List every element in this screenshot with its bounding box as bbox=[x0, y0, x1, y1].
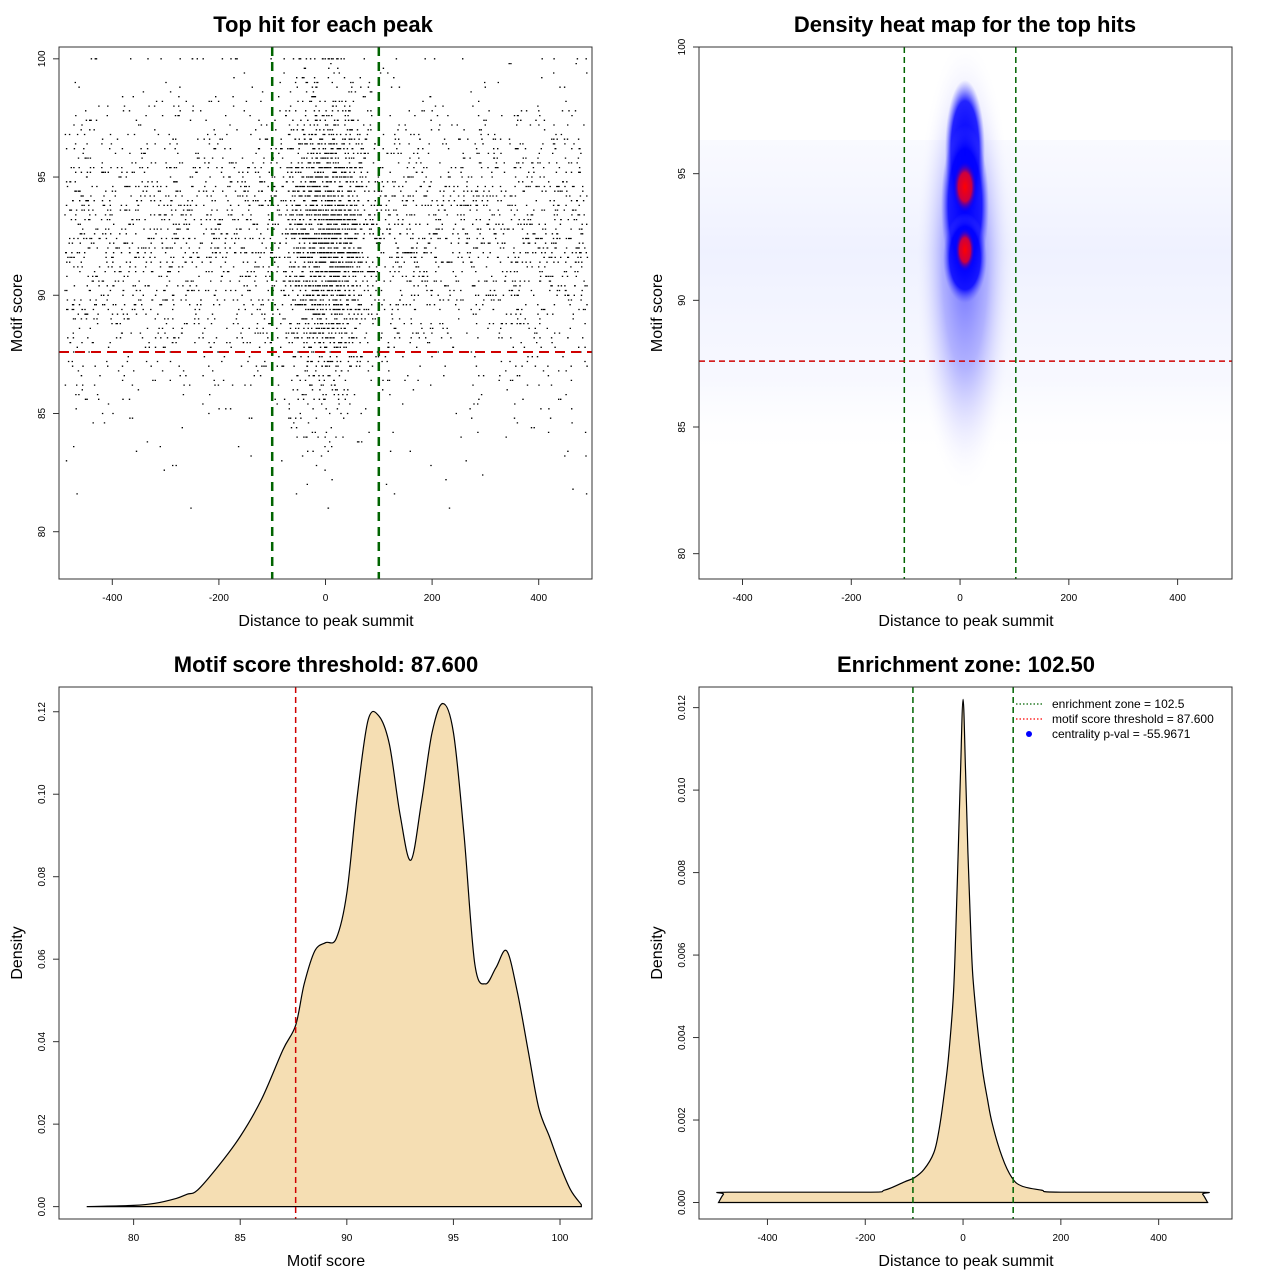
y-tick-label: 0.002 bbox=[677, 1107, 688, 1132]
density-area bbox=[86, 702, 582, 1208]
y-tick-label: 100 bbox=[677, 38, 688, 55]
x-axis-label: Distance to peak summit bbox=[878, 613, 1054, 630]
y-axis-ticks: 80 85 90 95 100 bbox=[37, 50, 59, 537]
x-tick-label: 0 bbox=[323, 593, 329, 604]
x-axis-ticks: -400 -200 0 200 400 bbox=[757, 1219, 1167, 1244]
x-tick-label: -200 bbox=[855, 1233, 875, 1244]
x-tick-label: 90 bbox=[341, 1233, 353, 1244]
x-axis-label: Distance to peak summit bbox=[878, 1253, 1054, 1270]
heatmap-red-peak-high bbox=[953, 161, 977, 213]
x-tick-label: -400 bbox=[102, 593, 122, 604]
x-axis-ticks: -400 -200 0 200 400 bbox=[102, 579, 547, 604]
x-axis-label: Motif score bbox=[287, 1253, 365, 1270]
x-axis-ticks: -400 -200 0 200 400 bbox=[733, 579, 1186, 604]
x-tick-label: 400 bbox=[1150, 1233, 1167, 1244]
x-tick-label: -200 bbox=[841, 593, 861, 604]
panel-distance-density: Enrichment zone: 102.50 -400 -200 0 200 400 … bbox=[649, 652, 1233, 1270]
panel2-title: Density heat map for the top hits bbox=[794, 12, 1136, 37]
panel-score-density: Motif score threshold: 87.600 80 85 90 95 10… bbox=[9, 652, 593, 1270]
x-tick-label: 0 bbox=[957, 593, 963, 604]
y-tick-label: 0.08 bbox=[37, 867, 48, 887]
y-tick-label: 90 bbox=[677, 294, 688, 306]
panel4-title: Enrichment zone: 102.50 bbox=[837, 652, 1095, 677]
panel1-title: Top hit for each peak bbox=[213, 12, 433, 37]
density-area bbox=[716, 698, 1210, 1204]
y-tick-label: 85 bbox=[677, 421, 688, 433]
x-tick-label: 200 bbox=[1060, 593, 1077, 604]
y-tick-label: 90 bbox=[37, 289, 48, 301]
heatmap-area bbox=[699, 47, 1232, 495]
x-tick-label: 400 bbox=[1169, 593, 1186, 604]
plot-frame bbox=[58, 46, 593, 580]
x-tick-label: 95 bbox=[448, 1233, 460, 1244]
y-axis-ticks: 0.000 0.002 0.004 0.006 0.008 0.010 0.012 bbox=[677, 695, 699, 1215]
panel-scatter: Top hit for each peak -400 -200 0 200 400 80… bbox=[9, 12, 593, 630]
legend-enrichment-zone-label: enrichment zone = 102.5 bbox=[1052, 697, 1185, 711]
x-tick-label: 0 bbox=[960, 1233, 966, 1244]
scatter-point-cloud bbox=[64, 58, 589, 509]
plot-frame bbox=[698, 686, 1233, 1220]
y-axis-label: Density bbox=[9, 926, 26, 979]
y-tick-label: 100 bbox=[37, 50, 48, 67]
panel-heatmap: Density heat map for the top hits -400 -2… bbox=[649, 12, 1233, 630]
y-tick-label: 80 bbox=[37, 526, 48, 538]
x-tick-label: 85 bbox=[235, 1233, 247, 1244]
x-tick-label: 200 bbox=[424, 593, 441, 604]
y-axis-ticks: 0.00 0.02 0.04 0.06 0.08 0.10 0.12 bbox=[37, 702, 59, 1216]
x-tick-label: -200 bbox=[209, 593, 229, 604]
panel3-title: Motif score threshold: 87.600 bbox=[174, 652, 478, 677]
x-tick-label: 100 bbox=[552, 1233, 569, 1244]
legend-threshold-label: motif score threshold = 87.600 bbox=[1052, 712, 1214, 726]
x-axis-ticks: 80 85 90 95 100 bbox=[128, 1219, 569, 1244]
scatter-points bbox=[64, 58, 589, 509]
x-tick-label: 200 bbox=[1053, 1233, 1070, 1244]
legend-pval-symbol bbox=[1026, 731, 1032, 737]
y-tick-label: 0.10 bbox=[37, 784, 48, 804]
plot-frame bbox=[698, 46, 1233, 580]
y-axis-label: Motif score bbox=[649, 274, 666, 352]
legend: enrichment zone = 102.5 motif score thre… bbox=[1016, 697, 1214, 741]
plot-frame bbox=[58, 686, 593, 1220]
y-tick-label: 0.06 bbox=[37, 949, 48, 969]
y-axis-ticks: 80 85 90 95 100 bbox=[677, 38, 699, 559]
y-tick-label: 0.012 bbox=[677, 695, 688, 720]
y-tick-label: 95 bbox=[37, 171, 48, 183]
heatmap-red-peak-low bbox=[955, 228, 975, 272]
y-tick-label: 0.12 bbox=[37, 702, 48, 722]
y-tick-label: 0.04 bbox=[37, 1031, 48, 1051]
y-tick-label: 0.008 bbox=[677, 860, 688, 885]
y-axis-label: Motif score bbox=[9, 274, 26, 352]
y-tick-label: 95 bbox=[677, 168, 688, 180]
y-tick-label: 85 bbox=[37, 407, 48, 419]
y-tick-label: 0.006 bbox=[677, 942, 688, 967]
y-tick-label: 0.000 bbox=[677, 1190, 688, 1215]
x-axis-label: Distance to peak summit bbox=[238, 613, 414, 630]
y-tick-label: 0.02 bbox=[37, 1114, 48, 1134]
y-tick-label: 80 bbox=[677, 548, 688, 560]
y-axis-label: Density bbox=[649, 926, 666, 979]
x-tick-label: 400 bbox=[530, 593, 547, 604]
x-tick-label: -400 bbox=[733, 593, 753, 604]
x-tick-label: -400 bbox=[757, 1233, 777, 1244]
y-tick-label: 0.004 bbox=[677, 1025, 688, 1050]
y-tick-label: 0.00 bbox=[37, 1196, 48, 1216]
legend-pval-label: centrality p-val = -55.9671 bbox=[1052, 727, 1191, 741]
y-tick-label: 0.010 bbox=[677, 777, 688, 802]
x-tick-label: 80 bbox=[128, 1233, 140, 1244]
